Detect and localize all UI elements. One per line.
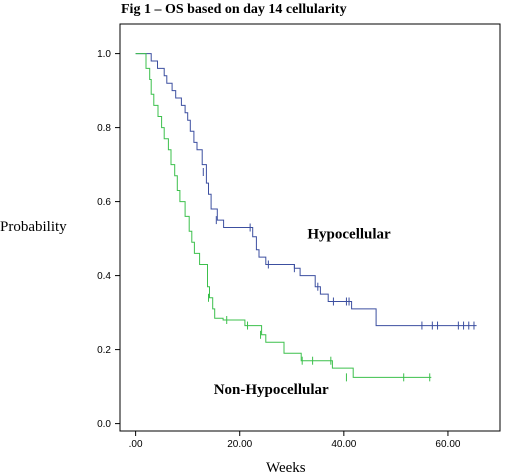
- y-tick-label: 0.0: [97, 419, 111, 430]
- x-tick-label: 40.00: [331, 439, 356, 450]
- x-axis: .00 20.00 40.00 60.00: [129, 431, 461, 450]
- y-axis-label: Probability: [0, 219, 67, 235]
- series-label-non-hypocellular: Non-Hypocellular: [214, 382, 329, 398]
- y-tick-label: 0.4: [97, 271, 111, 282]
- chart-title: Fig 1 – OS based on day 14 cellularity: [121, 2, 347, 17]
- series-hypocellular: Hypocellular: [135, 53, 477, 330]
- plot-frame: [119, 23, 501, 432]
- x-axis-label: Weeks: [266, 460, 306, 475]
- x-tick-label: 20.00: [227, 439, 252, 450]
- survival-curve-hypocellular: [135, 53, 477, 327]
- series-layer: Hypocellular Non-Hypocellular: [135, 53, 477, 398]
- x-tick-label: 60.00: [435, 439, 460, 450]
- y-tick-label: 0.2: [97, 345, 111, 356]
- y-tick-label: 1.0: [97, 49, 111, 60]
- y-tick-label: 0.8: [97, 123, 111, 134]
- series-non-hypocellular: Non-Hypocellular: [135, 53, 432, 398]
- survival-curve-non-hypocellular: [135, 53, 432, 378]
- series-label-hypocellular: Hypocellular: [307, 227, 391, 243]
- x-tick-label: .00: [129, 439, 143, 450]
- y-tick-label: 0.6: [97, 197, 111, 208]
- y-axis: 0.0 0.2 0.4 0.6 0.8 1.0: [97, 49, 120, 430]
